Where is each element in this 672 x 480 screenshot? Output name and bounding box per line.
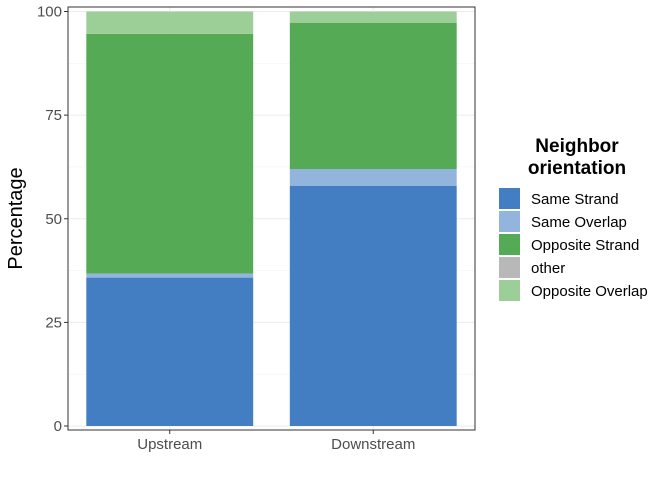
legend-title: orientation xyxy=(528,158,626,179)
legend-title: Neighbor xyxy=(535,136,619,157)
bar-downstream-opposite-overlap xyxy=(289,11,457,23)
y-tick-label: 50 xyxy=(45,211,62,228)
bar-upstream-opposite-overlap xyxy=(86,11,254,34)
x-tick-label: Downstream xyxy=(331,436,415,453)
y-tick-label: 25 xyxy=(45,314,62,331)
y-tick-label: 0 xyxy=(54,418,62,435)
legend-label: other xyxy=(531,260,565,277)
legend-label: Opposite Strand xyxy=(531,237,639,254)
bar-downstream-same-strand xyxy=(289,186,457,426)
legend-key xyxy=(499,257,520,278)
bar-upstream-opposite-strand xyxy=(86,33,254,274)
bar-downstream-same-overlap xyxy=(289,169,457,187)
legend-key xyxy=(499,211,520,232)
legend-key xyxy=(499,280,520,301)
legend-label: Same Overlap xyxy=(531,214,627,231)
legend-key xyxy=(499,188,520,209)
y-axis-title: Percentage xyxy=(5,167,27,269)
bar-downstream-opposite-strand xyxy=(289,22,457,170)
y-tick-label: 100 xyxy=(37,4,62,21)
legend-label: Same Strand xyxy=(531,191,619,208)
bar-upstream-same-overlap xyxy=(86,273,254,278)
legend-key xyxy=(499,234,520,255)
bars xyxy=(86,11,457,426)
legend-label: Opposite Overlap xyxy=(531,283,648,300)
y-tick-label: 75 xyxy=(45,107,62,124)
axes: 0 25 50 75 100 Upstream Downstream xyxy=(37,4,415,454)
x-tick-label: Upstream xyxy=(137,436,202,453)
bar-upstream-same-strand xyxy=(86,277,254,426)
